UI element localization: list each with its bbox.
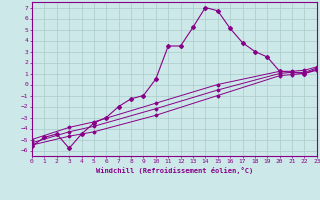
X-axis label: Windchill (Refroidissement éolien,°C): Windchill (Refroidissement éolien,°C): [96, 167, 253, 174]
